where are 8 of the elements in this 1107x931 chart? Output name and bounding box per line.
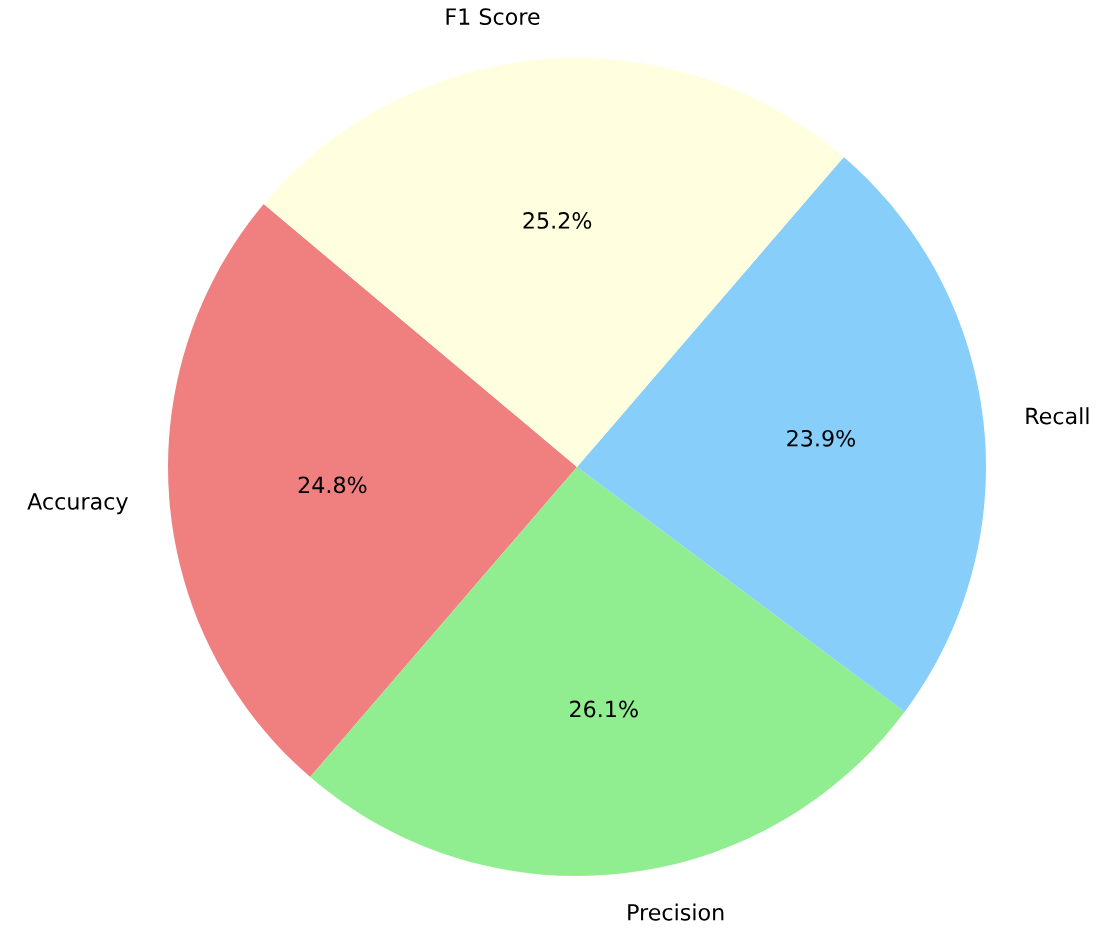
slice-label: Recall [1026, 407, 1089, 425]
data-label: 23.9% [787, 429, 856, 447]
data-label: 26.1% [570, 700, 638, 718]
slice-label: Accuracy [27, 493, 128, 515]
data-label: 24.8% [298, 476, 367, 494]
slice-label: Precision [628, 903, 724, 921]
data-label: 25.2% [523, 212, 592, 229]
slice-label: F1 Score [446, 8, 540, 26]
